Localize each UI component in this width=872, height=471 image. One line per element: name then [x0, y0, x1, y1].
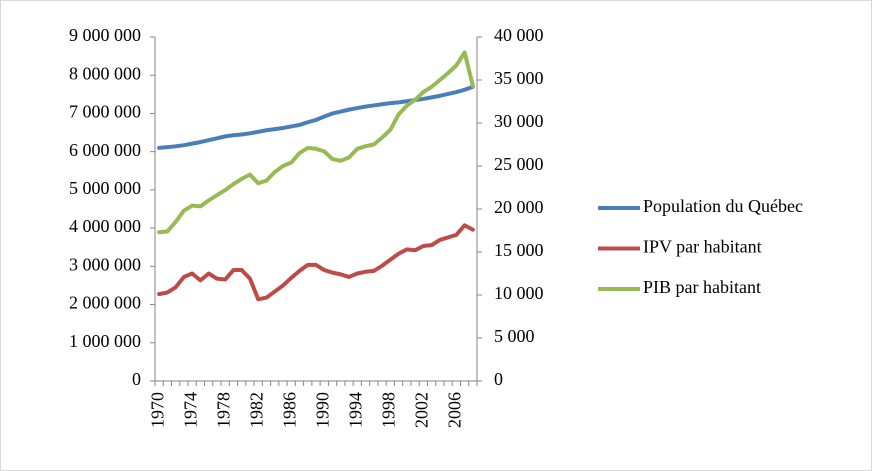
- legend-label: IPV par habitant: [643, 237, 762, 257]
- x-tick-label: 1986: [279, 392, 299, 428]
- line-series: [157, 223, 475, 302]
- y2-tick-label: 30 000: [494, 111, 544, 131]
- legend-label: Population du Québec: [643, 196, 803, 216]
- x-tick-label: 2002: [411, 392, 431, 428]
- x-tick-label: 1990: [312, 392, 332, 428]
- y2-tick-label: 20 000: [494, 197, 544, 217]
- y2-tick-label: 40 000: [494, 25, 544, 45]
- y-tick-label: 9 000 000: [69, 25, 141, 45]
- y2-tick-label: 5 000: [494, 326, 535, 346]
- x-tick-label: 2006: [444, 392, 464, 428]
- y2-tick-label: 0: [494, 369, 503, 389]
- y-tick-label: 6 000 000: [69, 140, 141, 160]
- legend-label: PIB par habitant: [643, 277, 761, 297]
- y-tick-label: 4 000 000: [69, 216, 141, 236]
- y-tick-label: 3 000 000: [69, 254, 141, 274]
- x-tick-label: 1998: [378, 392, 398, 428]
- y-tick-label: 1 000 000: [69, 331, 141, 351]
- x-tick-label: 1982: [246, 392, 266, 428]
- line-series: [157, 50, 475, 235]
- y2-tick-label: 25 000: [494, 154, 544, 174]
- y-tick-label: 7 000 000: [69, 102, 141, 122]
- y2-tick-label: 10 000: [494, 283, 544, 303]
- y2-tick-label: 35 000: [494, 68, 544, 88]
- y-tick-label: 5 000 000: [69, 178, 141, 198]
- x-tick-label: 1978: [213, 392, 233, 428]
- y-tick-label: 8 000 000: [69, 63, 141, 83]
- line-series: [157, 84, 475, 150]
- y-tick-label: 0: [132, 369, 141, 389]
- y-tick-label: 2 000 000: [69, 293, 141, 313]
- y2-tick-label: 15 000: [494, 240, 544, 260]
- x-tick-label: 1974: [180, 392, 200, 428]
- x-tick-label: 1994: [345, 392, 365, 428]
- x-tick-label: 1970: [147, 392, 167, 428]
